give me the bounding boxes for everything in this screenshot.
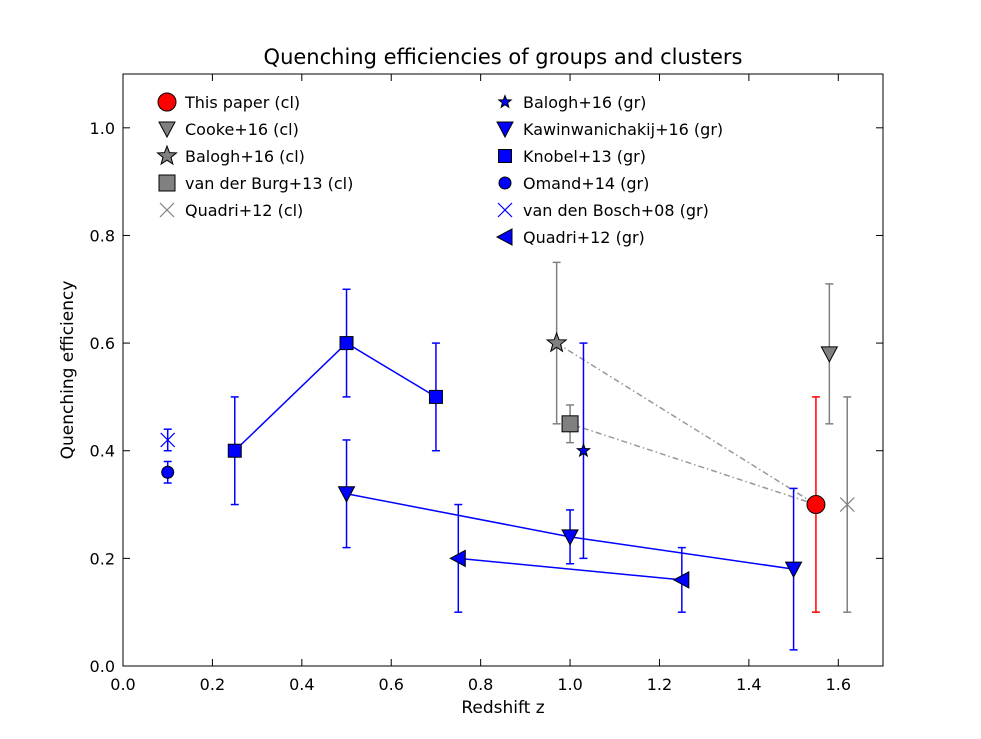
y-axis-label: Quenching efficiency [58,281,78,460]
data-point [561,415,579,433]
legend-item-cooke-16-cl: Cooke+16 (cl) [158,120,299,139]
series-line [458,557,682,581]
legend-marker [497,202,513,218]
chart-title: Quenching efficiencies of groups and clu… [264,45,743,69]
legend-label: Quadri+12 (cl) [185,201,303,220]
legend-label: Balogh+16 (gr) [523,93,646,112]
series-this-paper-cl [806,396,826,613]
data-point [672,571,690,589]
legend-item-balogh-16-cl: Balogh+16 (cl) [156,144,305,166]
legend-label: Omand+14 (gr) [523,174,649,193]
dashdot-links [556,342,817,506]
series-omand-14-gr [161,460,175,484]
data-point [561,529,579,546]
legend-item-balogh-16-gr: Balogh+16 (gr) [497,93,646,112]
legend-item-this-paper-cl: This paper (cl) [157,92,300,112]
dashdot-link [556,342,817,506]
series-van-der-burg-13-cl [561,404,579,444]
legend-item-van-den-bosch-08-gr: van den Bosch+08 (gr) [497,201,709,220]
data-point [161,465,175,479]
series-kawinwanichakij-16-gr [337,439,803,651]
legend-marker [498,149,512,163]
legend-marker-stroke-b [497,202,513,218]
legend-item-quadri-12-cl: Quadri+12 (cl) [159,201,303,220]
series-quadri-12-gr [449,503,690,613]
legend: This paper (cl) Cooke+16 (cl) Balogh+16 (c… [156,92,723,247]
series-cooke-16-cl [820,283,839,425]
y-tick-label: 0.8 [90,226,115,245]
data-point [784,561,803,579]
x-tick-label: 0.0 [110,675,135,694]
series-balogh-16-gr [575,342,592,560]
y-tick-label: 1.0 [90,119,115,138]
legend-item-van-der-burg-13-cl: van der Burg+13 (cl) [158,174,353,193]
legend-label: This paper (cl) [184,93,300,112]
data-point [337,486,356,503]
y-tick-label: 0.6 [90,334,115,353]
legend-marker-stroke-b [159,202,175,218]
legend-marker [495,228,513,246]
data-point [575,442,592,458]
legend-label: Balogh+16 (cl) [185,147,305,166]
plot-frame [122,73,884,667]
data-point [160,432,176,448]
legend-marker [158,121,176,139]
series-balogh-16-cl [545,261,568,425]
data-point [806,495,826,515]
data-point [839,497,855,512]
legend-marker [157,92,177,112]
data-point [339,336,354,351]
legend-marker [496,121,514,139]
legend-marker [159,202,175,218]
legend-marker [498,176,512,190]
y-tick-label: 0.4 [90,442,115,461]
series-knobel-13-gr [227,288,443,506]
legend-label: Quadri+12 (gr) [523,228,645,247]
legend-item-quadri-12-gr: Quadri+12 (gr) [495,228,645,247]
data-point [227,443,242,458]
x-tick-label: 0.2 [200,675,225,694]
y-tick-label: 0.0 [90,657,115,676]
legend-marker [156,144,178,166]
legend-item-kawinwanichakij-16-gr: Kawinwanichakij+16 (gr) [496,120,723,139]
legend-item-omand-14-gr: Omand+14 (gr) [498,174,649,193]
x-tick-label: 1.4 [736,675,761,694]
x-tick-label: 0.6 [379,675,404,694]
x-tick-label: 1.0 [557,675,582,694]
series-quadri-12-cl [839,396,855,613]
legend-label: Kawinwanichakij+16 (gr) [523,120,723,139]
x-tick-label: 1.2 [647,675,672,694]
data-point-stroke-b [160,432,176,448]
dashdot-link [569,423,817,506]
data-point [428,389,443,404]
legend-item-knobel-13-gr: Knobel+13 (gr) [498,147,646,166]
axes-layer: 0.0 0.2 0.4 0.6 0.8 1.0 1.2 1.4 1.6 0.0 0.2 0.4 0.6 0… [90,74,883,694]
series-van-den-bosch-08-gr [160,428,176,452]
x-tick-label: 0.4 [289,675,314,694]
legend-label: van den Bosch+08 (gr) [523,201,709,220]
y-tick-label: 0.2 [90,549,115,568]
data-point [820,346,839,363]
legend-label: Cooke+16 (cl) [185,120,299,139]
series-layer [160,261,855,651]
legend-marker [158,174,176,192]
legend-marker [497,94,513,109]
data-point [545,331,568,353]
legend-label: van der Burg+13 (cl) [185,174,353,193]
data-point-stroke-b [839,497,855,512]
x-tick-label: 1.6 [826,675,851,694]
data-point [449,549,466,568]
x-axis-label: Redshift z [461,698,544,718]
x-tick-label: 0.8 [468,675,493,694]
legend-label: Knobel+13 (gr) [523,147,646,166]
